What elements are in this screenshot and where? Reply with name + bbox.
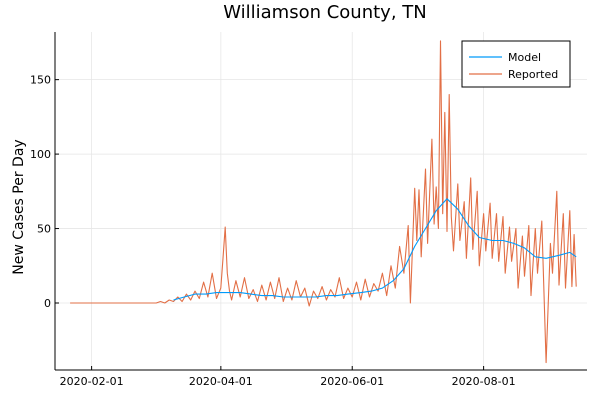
x-tick-label: 2020-08-01	[452, 375, 516, 388]
legend-box	[461, 40, 571, 88]
series-layer	[70, 40, 577, 364]
y-tick-label: 50	[37, 223, 51, 236]
series-line-reported	[70, 40, 577, 364]
y-axis-label: New Cases Per Day	[11, 139, 27, 274]
legend-label-model: Model	[508, 51, 541, 64]
grid	[55, 32, 587, 370]
x-tick-label: 2020-06-01	[320, 375, 384, 388]
tick-labels: 0 50 100 150 2020-02-01 2020-04-01 2020-06-01 2…	[30, 74, 516, 388]
x-tick-label: 2020-04-01	[189, 375, 253, 388]
series-line-model	[173, 198, 577, 301]
y-tick-label: 150	[30, 74, 51, 87]
y-tick-label: 100	[30, 148, 51, 161]
legend: Model Reported	[461, 40, 571, 88]
y-tick-label: 0	[44, 297, 51, 310]
legend-label-reported: Reported	[508, 68, 558, 81]
x-tick-label: 2020-02-01	[60, 375, 124, 388]
chart-title: Williamson County, TN	[223, 2, 427, 23]
